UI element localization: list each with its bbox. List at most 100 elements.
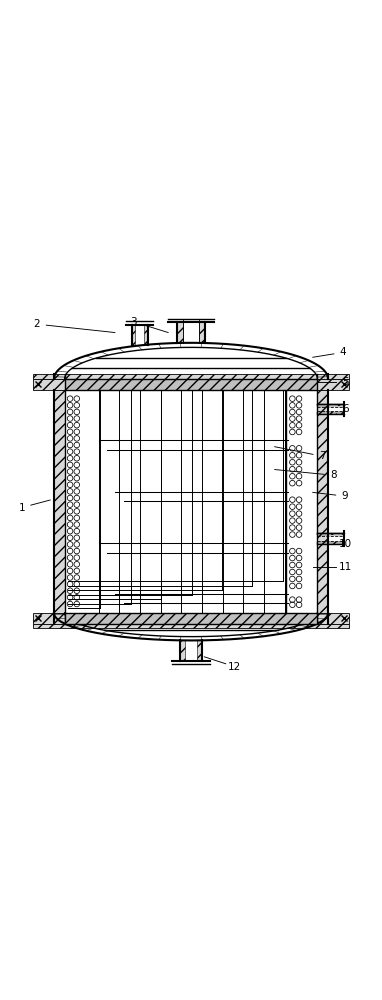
Circle shape <box>69 491 71 492</box>
Circle shape <box>69 438 71 439</box>
Bar <box>33 379 349 390</box>
Text: 11: 11 <box>338 562 352 572</box>
Circle shape <box>76 510 78 512</box>
Text: 4: 4 <box>340 347 346 357</box>
Circle shape <box>298 398 300 399</box>
Text: 10: 10 <box>338 539 352 549</box>
Circle shape <box>291 418 293 419</box>
Circle shape <box>291 585 293 587</box>
Circle shape <box>76 404 78 406</box>
Text: 1: 1 <box>18 503 25 513</box>
Circle shape <box>69 464 71 466</box>
Circle shape <box>76 471 78 472</box>
Circle shape <box>298 578 300 580</box>
Circle shape <box>69 418 71 419</box>
Bar <box>180 640 185 661</box>
Circle shape <box>69 570 71 572</box>
Circle shape <box>69 411 71 413</box>
Circle shape <box>298 404 300 406</box>
Circle shape <box>298 424 300 426</box>
Circle shape <box>69 404 71 406</box>
Circle shape <box>291 578 293 580</box>
Circle shape <box>76 557 78 558</box>
Circle shape <box>291 599 293 600</box>
Circle shape <box>291 398 293 399</box>
Bar <box>54 390 65 613</box>
Circle shape <box>76 451 78 452</box>
Circle shape <box>69 590 71 592</box>
Circle shape <box>298 482 300 484</box>
Circle shape <box>298 418 300 419</box>
Circle shape <box>69 451 71 452</box>
Circle shape <box>69 537 71 539</box>
Circle shape <box>298 564 300 566</box>
Bar <box>132 325 135 345</box>
Circle shape <box>291 604 293 606</box>
Circle shape <box>291 447 293 449</box>
Circle shape <box>76 524 78 525</box>
Bar <box>317 390 328 613</box>
Circle shape <box>291 499 293 501</box>
Circle shape <box>76 577 78 578</box>
Bar <box>65 613 317 624</box>
Circle shape <box>298 513 300 514</box>
Circle shape <box>69 563 71 565</box>
Circle shape <box>69 557 71 558</box>
Circle shape <box>298 527 300 528</box>
Circle shape <box>69 583 71 585</box>
Circle shape <box>298 447 300 449</box>
Circle shape <box>69 530 71 532</box>
Circle shape <box>291 557 293 559</box>
Circle shape <box>291 411 293 413</box>
Circle shape <box>76 424 78 426</box>
Circle shape <box>69 577 71 578</box>
Circle shape <box>291 564 293 566</box>
Circle shape <box>291 520 293 521</box>
Text: 2: 2 <box>34 319 40 329</box>
Circle shape <box>69 457 71 459</box>
Circle shape <box>69 484 71 486</box>
Circle shape <box>76 550 78 552</box>
Circle shape <box>76 444 78 446</box>
Circle shape <box>69 524 71 525</box>
Bar <box>33 613 349 624</box>
Circle shape <box>291 534 293 535</box>
Circle shape <box>69 398 71 399</box>
Circle shape <box>291 468 293 470</box>
Bar <box>317 404 344 406</box>
Circle shape <box>69 444 71 446</box>
Circle shape <box>291 513 293 514</box>
Circle shape <box>76 597 78 598</box>
Circle shape <box>298 468 300 470</box>
Circle shape <box>291 454 293 456</box>
Circle shape <box>76 603 78 605</box>
Circle shape <box>298 454 300 456</box>
Circle shape <box>76 497 78 499</box>
Circle shape <box>298 499 300 501</box>
Circle shape <box>298 557 300 559</box>
Circle shape <box>76 431 78 433</box>
Circle shape <box>291 475 293 477</box>
Circle shape <box>69 504 71 505</box>
Text: 5: 5 <box>342 377 348 387</box>
Bar <box>199 322 205 343</box>
Circle shape <box>291 482 293 484</box>
Bar <box>317 542 344 544</box>
Bar <box>144 325 147 345</box>
Circle shape <box>76 398 78 399</box>
Text: 12: 12 <box>228 662 241 672</box>
Circle shape <box>298 461 300 463</box>
Circle shape <box>298 411 300 413</box>
Bar <box>65 379 317 390</box>
Circle shape <box>76 544 78 545</box>
Circle shape <box>298 431 300 433</box>
Bar <box>33 624 349 628</box>
Circle shape <box>76 411 78 413</box>
Circle shape <box>291 527 293 528</box>
Circle shape <box>291 506 293 507</box>
Text: 7: 7 <box>319 451 325 461</box>
Circle shape <box>76 504 78 505</box>
Circle shape <box>291 424 293 426</box>
Circle shape <box>298 534 300 535</box>
Circle shape <box>76 583 78 585</box>
